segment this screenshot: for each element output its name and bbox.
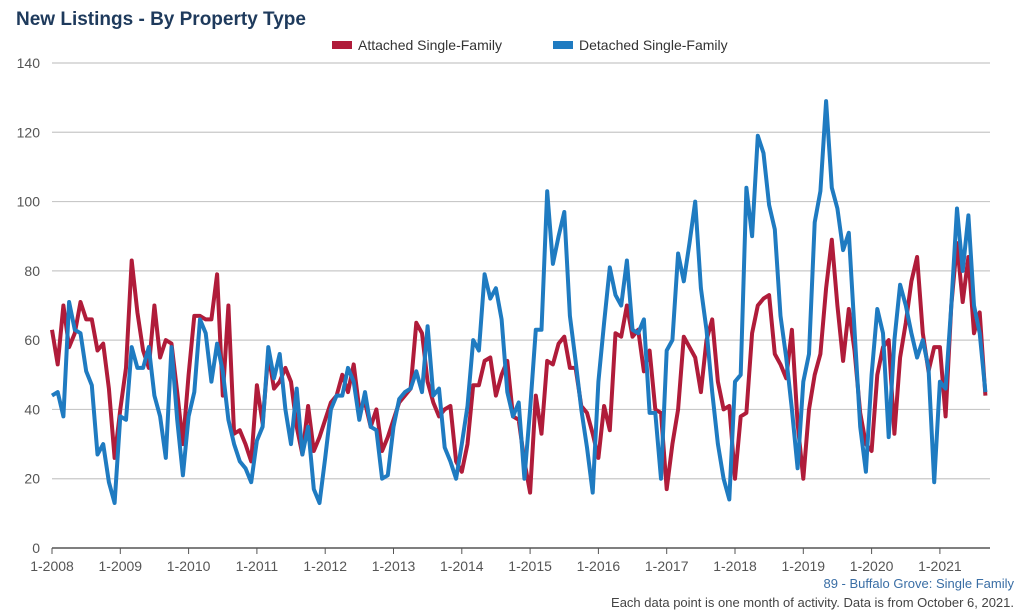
y-tick-label: 140 <box>17 55 41 71</box>
area-label: 89 - Buffalo Grove: Single Family <box>823 576 1014 591</box>
y-tick-label: 20 <box>24 471 40 487</box>
data-note: Each data point is one month of activity… <box>611 595 1014 610</box>
legend-swatch <box>332 41 352 49</box>
x-tick-label: 1-2011 <box>236 558 279 574</box>
x-tick-label: 1-2014 <box>440 558 484 574</box>
x-tick-label: 1-2020 <box>850 558 894 574</box>
series-line-detached <box>50 99 988 505</box>
legend-swatch <box>553 41 573 49</box>
x-tick-label: 1-2019 <box>782 558 826 574</box>
x-tick-label: 1-2012 <box>303 558 347 574</box>
x-tick-label: 1-2016 <box>577 558 621 574</box>
chart-title: New Listings - By Property Type <box>16 9 306 30</box>
x-tick-label: 1-2013 <box>372 558 416 574</box>
y-tick-label: 80 <box>24 263 40 279</box>
y-tick-label: 40 <box>24 401 40 417</box>
series-line-attached <box>50 237 988 495</box>
x-tick-label: 1-2008 <box>30 558 74 574</box>
x-tick-label: 1-2009 <box>99 558 143 574</box>
y-tick-label: 120 <box>17 124 41 140</box>
y-tick-label: 60 <box>24 332 40 348</box>
y-tick-label: 100 <box>17 194 41 210</box>
x-tick-label: 1-2021 <box>918 558 962 574</box>
legend-label: Attached Single-Family <box>358 37 502 53</box>
x-tick-label: 1-2017 <box>645 558 689 574</box>
legend-label: Detached Single-Family <box>579 37 728 53</box>
x-tick-label: 1-2015 <box>508 558 552 574</box>
y-tick-label: 0 <box>32 540 40 556</box>
x-tick-label: 1-2018 <box>713 558 757 574</box>
x-tick-label: 1-2010 <box>167 558 211 574</box>
